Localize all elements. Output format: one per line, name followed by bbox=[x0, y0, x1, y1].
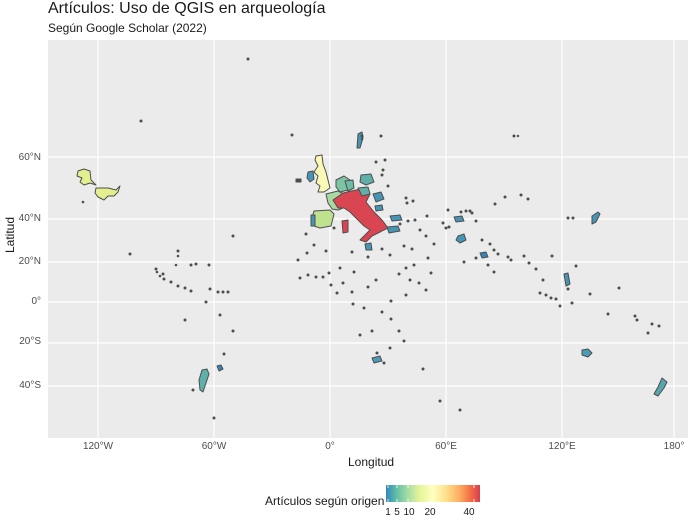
region-romania bbox=[372, 191, 385, 203]
region-india bbox=[479, 251, 489, 259]
region-benelux bbox=[344, 179, 355, 192]
region-iran bbox=[455, 233, 467, 244]
region-south-africa bbox=[371, 355, 383, 364]
y-tick-40s: 40°S bbox=[19, 380, 41, 391]
x-axis-label: Longitud bbox=[348, 455, 395, 469]
region-argentina bbox=[198, 368, 210, 393]
region-australia bbox=[581, 348, 593, 358]
x-tick-180: 180° bbox=[663, 441, 685, 452]
y-tick-20n: 20°N bbox=[18, 256, 41, 267]
region-new-zealand bbox=[653, 377, 668, 397]
chart-title: Artículos: Uso de QGIS en arqueología bbox=[48, 0, 326, 17]
region-usa bbox=[94, 185, 121, 201]
y-tick-20s: 20°S bbox=[19, 336, 41, 347]
region-alaska bbox=[76, 168, 97, 186]
y-tick-60n: 60°N bbox=[18, 152, 41, 163]
legend-tick-5: 5 bbox=[394, 507, 400, 518]
region-brazil bbox=[216, 364, 224, 372]
legend-title: Artículos según origen bbox=[265, 494, 385, 508]
x-tick-60w: 60°W bbox=[201, 441, 227, 452]
region-uk bbox=[313, 154, 331, 193]
region-central-asia bbox=[453, 215, 465, 223]
legend-colorbar bbox=[386, 485, 480, 502]
chart-subtitle: Según Google Scholar (2022) bbox=[48, 21, 207, 35]
y-tick-40n: 40°N bbox=[18, 213, 41, 224]
legend-tick-1: 1 bbox=[385, 507, 391, 518]
x-tick-0: 0° bbox=[325, 441, 335, 452]
region-turkey bbox=[389, 214, 403, 222]
small-territories bbox=[81, 57, 661, 420]
legend-tick-10: 10 bbox=[403, 507, 415, 518]
x-tick-120e: 120°E bbox=[548, 441, 576, 452]
x-tick-60e: 60°E bbox=[435, 441, 457, 452]
region-bulgaria bbox=[374, 204, 384, 212]
region-poland bbox=[359, 173, 375, 186]
map-panel bbox=[48, 40, 688, 438]
region-greece bbox=[364, 242, 373, 251]
country-shapes bbox=[76, 131, 668, 397]
region-philippines bbox=[563, 272, 571, 287]
region-sardinia bbox=[341, 219, 349, 234]
region-ireland bbox=[306, 170, 315, 183]
region-japan bbox=[591, 211, 601, 225]
region-middle-east bbox=[386, 225, 401, 234]
map-svg bbox=[48, 40, 688, 438]
x-tick-120w: 120°W bbox=[82, 441, 114, 452]
region-austria bbox=[357, 186, 371, 197]
region-portugal bbox=[310, 214, 316, 227]
legend-tick-20: 20 bbox=[424, 507, 436, 518]
y-tick-0: 0° bbox=[31, 296, 41, 307]
y-axis-label: Latitud bbox=[3, 216, 18, 254]
legend-tick-40: 40 bbox=[463, 507, 475, 518]
